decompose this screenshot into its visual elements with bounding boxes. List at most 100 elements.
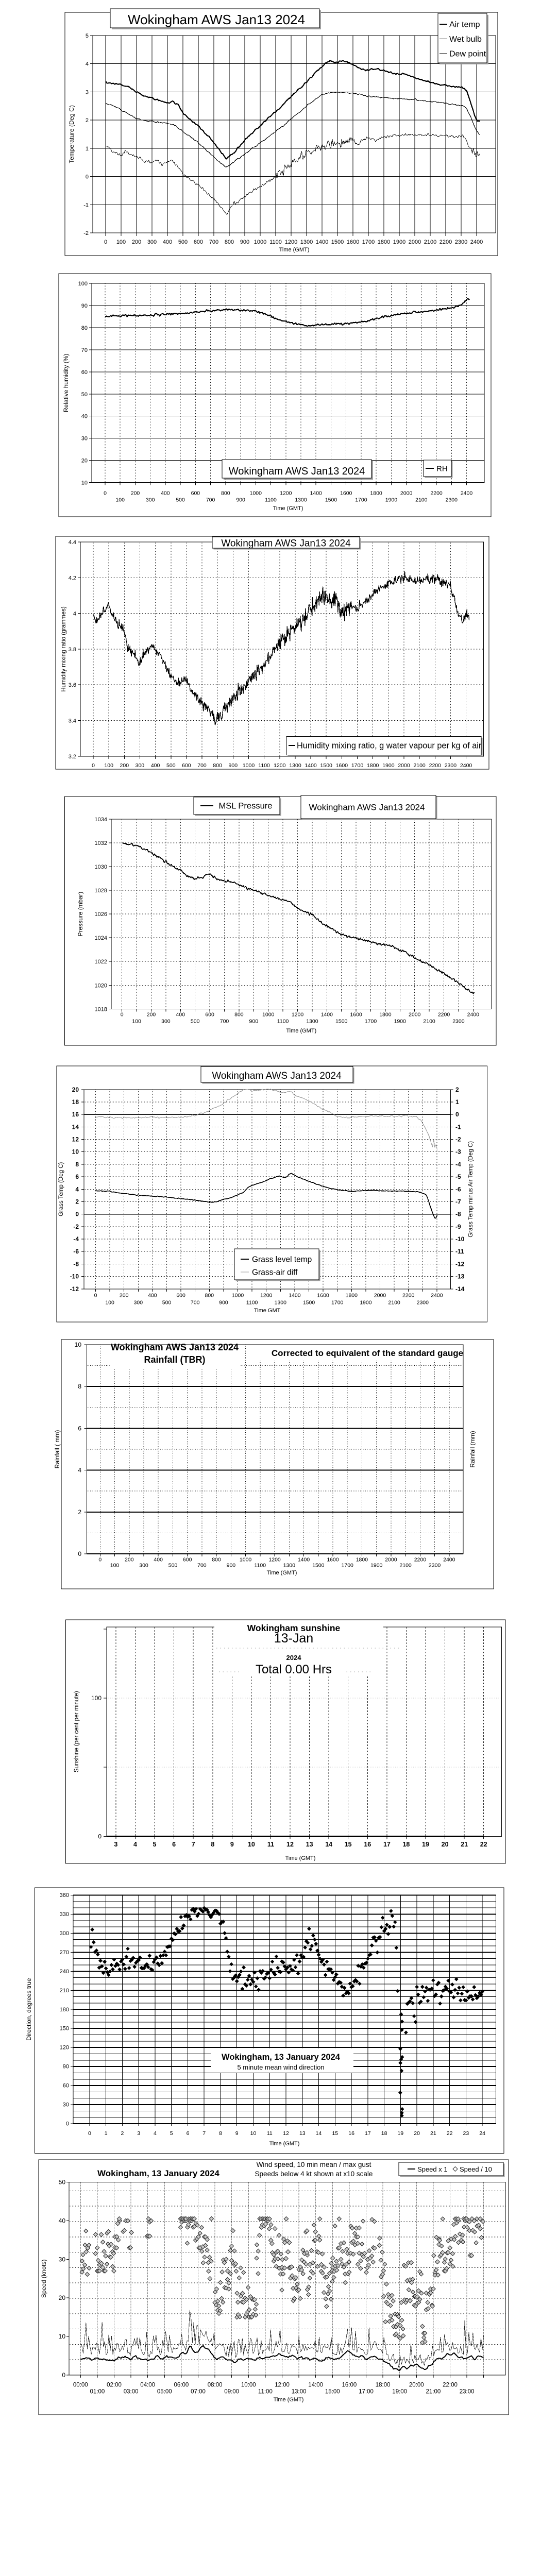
svg-text:Wokingham AWS Jan13 2024: Wokingham AWS Jan13 2024 xyxy=(128,12,305,27)
svg-text:20: 20 xyxy=(59,2294,66,2301)
svg-text:14:00: 14:00 xyxy=(308,2382,323,2388)
svg-text:1: 1 xyxy=(455,1098,459,1106)
svg-text:-7: -7 xyxy=(455,1198,461,1206)
svg-text:Time (GMT): Time (GMT) xyxy=(274,2397,304,2403)
svg-text:3: 3 xyxy=(86,89,89,95)
svg-text:Dew point: Dew point xyxy=(449,50,486,59)
svg-text:100: 100 xyxy=(78,281,88,287)
svg-text:Rainfall (TBR): Rainfall (TBR) xyxy=(144,1354,206,1365)
svg-text:100: 100 xyxy=(110,1563,120,1569)
svg-text:13: 13 xyxy=(299,2130,306,2137)
svg-text:270: 270 xyxy=(60,1950,69,1956)
svg-text:-14: -14 xyxy=(455,1285,465,1293)
svg-text:1400: 1400 xyxy=(316,239,328,245)
svg-text:400: 400 xyxy=(154,1557,163,1563)
svg-text:0: 0 xyxy=(86,174,89,180)
svg-text:0: 0 xyxy=(92,762,95,769)
svg-text:2: 2 xyxy=(121,2130,124,2137)
svg-text:03:00: 03:00 xyxy=(124,2389,139,2395)
svg-text:Rainfall (mm): Rainfall (mm) xyxy=(469,1431,476,1467)
svg-text:800: 800 xyxy=(221,490,230,497)
svg-text:13-Jan: 13-Jan xyxy=(274,1631,313,1646)
svg-text:Time (GMT): Time (GMT) xyxy=(267,1570,297,1576)
svg-text:2100: 2100 xyxy=(413,762,426,769)
svg-text:-8: -8 xyxy=(73,1260,79,1267)
svg-text:20: 20 xyxy=(442,1841,449,1848)
svg-text:4: 4 xyxy=(75,1185,79,1193)
svg-text:2300: 2300 xyxy=(455,239,467,245)
svg-text:1000: 1000 xyxy=(262,1012,275,1018)
svg-text:800: 800 xyxy=(205,1293,214,1299)
svg-text:300: 300 xyxy=(60,1930,69,1937)
svg-text:0: 0 xyxy=(62,2371,65,2379)
svg-text:500: 500 xyxy=(176,497,185,503)
svg-text:Grass Temp (Deg C): Grass Temp (Deg C) xyxy=(58,1162,64,1216)
svg-text:06:00: 06:00 xyxy=(174,2382,189,2388)
svg-text:2200: 2200 xyxy=(439,239,452,245)
svg-text:1024: 1024 xyxy=(95,935,107,941)
svg-text:2000: 2000 xyxy=(400,490,413,497)
svg-text:09:00: 09:00 xyxy=(224,2389,239,2395)
svg-text:2400: 2400 xyxy=(461,490,473,497)
svg-text:15:00: 15:00 xyxy=(325,2389,340,2395)
svg-text:300: 300 xyxy=(146,497,155,503)
svg-text:300: 300 xyxy=(136,762,145,769)
svg-text:22: 22 xyxy=(447,2130,453,2137)
svg-text:RH: RH xyxy=(436,465,448,473)
svg-text:700: 700 xyxy=(197,1563,207,1569)
svg-text:-9: -9 xyxy=(455,1223,461,1230)
svg-text:1500: 1500 xyxy=(335,1019,348,1025)
svg-text:-13: -13 xyxy=(455,1273,465,1280)
svg-text:4: 4 xyxy=(86,61,89,67)
svg-text:24: 24 xyxy=(479,2130,485,2137)
svg-text:Time GMT: Time GMT xyxy=(254,1308,281,1314)
svg-text:1900: 1900 xyxy=(393,239,405,245)
svg-text:9: 9 xyxy=(230,1841,234,1848)
svg-text:-6: -6 xyxy=(73,1248,79,1255)
svg-text:20: 20 xyxy=(81,458,88,464)
svg-text:04:00: 04:00 xyxy=(140,2382,155,2388)
svg-text:12: 12 xyxy=(286,1841,294,1848)
svg-text:600: 600 xyxy=(191,490,200,497)
svg-text:0: 0 xyxy=(455,1111,459,1118)
svg-text:100: 100 xyxy=(116,239,126,245)
svg-text:1300: 1300 xyxy=(289,762,301,769)
svg-text:3: 3 xyxy=(137,2130,140,2137)
svg-text:13:00: 13:00 xyxy=(292,2389,307,2395)
svg-text:-2: -2 xyxy=(83,230,89,236)
svg-text:2000: 2000 xyxy=(409,1012,421,1018)
svg-text:Wokingham, 13 January 2024: Wokingham, 13 January 2024 xyxy=(222,2053,341,2062)
svg-text:0: 0 xyxy=(88,2130,91,2137)
svg-text:6: 6 xyxy=(78,1425,81,1432)
svg-text:11:00: 11:00 xyxy=(258,2389,273,2395)
svg-text:Wokingham AWS Jan13 2024: Wokingham AWS Jan13 2024 xyxy=(221,538,351,549)
svg-text:2300: 2300 xyxy=(452,1019,465,1025)
svg-text:1200: 1200 xyxy=(285,239,297,245)
svg-text:1018: 1018 xyxy=(95,1006,107,1012)
svg-text:1300: 1300 xyxy=(295,497,307,503)
svg-text:1000: 1000 xyxy=(250,490,262,497)
svg-text:-1: -1 xyxy=(83,202,89,208)
svg-text:5: 5 xyxy=(153,1841,157,1848)
svg-text:1700: 1700 xyxy=(365,1019,377,1025)
svg-text:2200: 2200 xyxy=(438,1012,450,1018)
svg-text:Wokingham, 13 January 2024: Wokingham, 13 January 2024 xyxy=(97,2168,219,2178)
svg-text:1200: 1200 xyxy=(292,1012,304,1018)
svg-text:2200: 2200 xyxy=(430,490,443,497)
svg-text:0: 0 xyxy=(104,239,107,245)
svg-text:Wet bulb: Wet bulb xyxy=(449,35,482,44)
svg-text:200: 200 xyxy=(147,1012,156,1018)
svg-text:Wokingham AWS Jan13 2024: Wokingham AWS Jan13 2024 xyxy=(229,466,365,477)
svg-text:1600: 1600 xyxy=(350,1012,362,1018)
svg-text:8: 8 xyxy=(75,1161,79,1168)
svg-text:Humidity mixing ratio, g water: Humidity mixing ratio, g water vapour pe… xyxy=(297,741,482,751)
svg-text:360: 360 xyxy=(60,1892,69,1899)
svg-text:-12: -12 xyxy=(455,1260,465,1267)
svg-text:1: 1 xyxy=(86,146,89,152)
svg-text:6: 6 xyxy=(75,1173,79,1180)
svg-text:200: 200 xyxy=(131,490,140,497)
svg-text:500: 500 xyxy=(191,1019,200,1025)
svg-text:1400: 1400 xyxy=(321,1012,333,1018)
svg-text:900: 900 xyxy=(229,762,238,769)
svg-text:0: 0 xyxy=(98,1833,102,1840)
